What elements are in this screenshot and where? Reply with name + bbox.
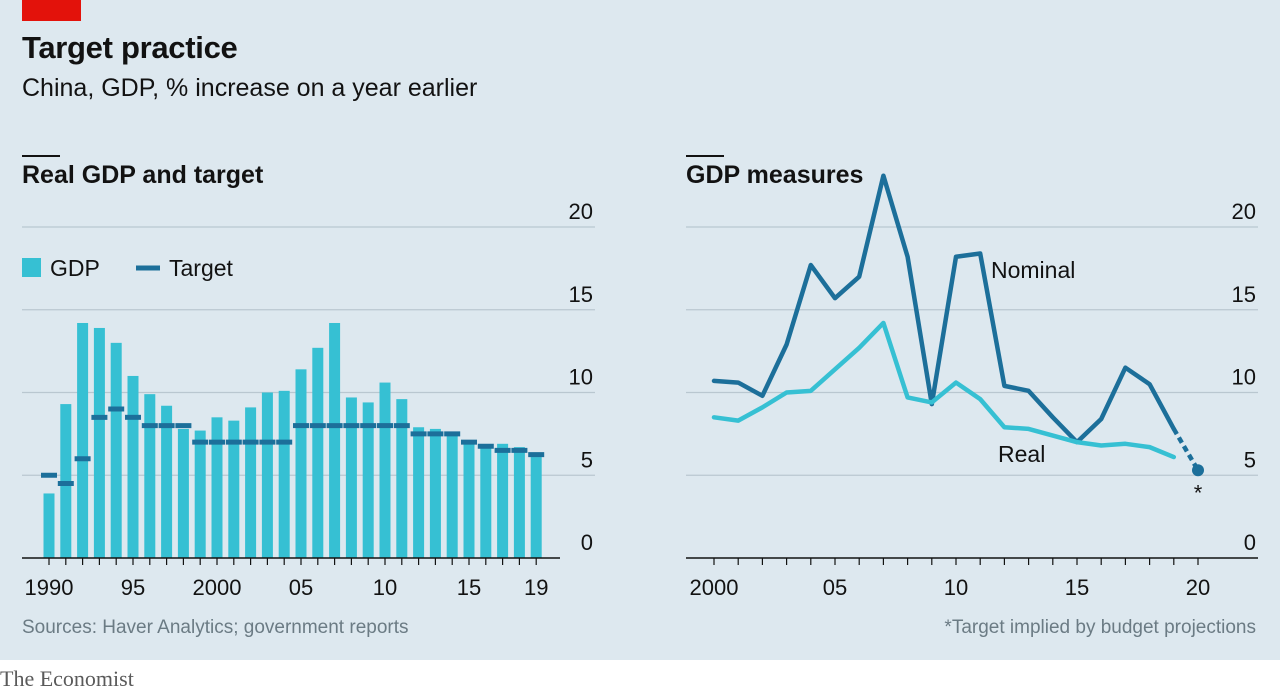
left-x-tick-label: 95 xyxy=(121,575,145,600)
left-x-tick-label: 19 xyxy=(524,575,548,600)
gdp-bar xyxy=(379,382,391,558)
sources-note: Sources: Haver Analytics; government rep… xyxy=(22,617,409,638)
left-y-tick-label: 10 xyxy=(569,365,593,390)
gdp-bar xyxy=(362,402,374,558)
left-panel-title: Real GDP and target xyxy=(22,161,264,189)
gdp-bar xyxy=(261,392,273,558)
chart-subtitle: China, GDP, % increase on a year earlier xyxy=(22,74,478,102)
right-y-tick-label: 20 xyxy=(1232,199,1256,224)
series-line-real xyxy=(711,320,1177,460)
projection-point xyxy=(1192,464,1204,477)
gdp-bar xyxy=(497,443,509,558)
series-line-nominal xyxy=(711,173,1177,445)
target-footnote: *Target implied by budget projections xyxy=(944,617,1256,638)
gdp-bar xyxy=(211,417,223,558)
gdp-bar xyxy=(110,342,122,558)
projection-line xyxy=(1171,427,1200,472)
right-x-tick-label: 20 xyxy=(1186,575,1210,600)
gdp-bar xyxy=(161,405,173,558)
chart-title: Target practice xyxy=(22,30,238,65)
right-x-tick-label: 05 xyxy=(823,575,847,600)
legend-gdp-label: GDP xyxy=(50,255,100,281)
left-x-tick-label: 05 xyxy=(289,575,313,600)
left-x-tick-label: 10 xyxy=(373,575,397,600)
gdp-bar xyxy=(463,442,475,558)
gdp-bar xyxy=(144,394,156,558)
projection-asterisk: * xyxy=(1194,480,1203,505)
right-y-tick-label: 0 xyxy=(1244,530,1256,555)
gdp-bar xyxy=(345,397,357,558)
series-label-nominal: Nominal xyxy=(991,257,1075,283)
gdp-bar xyxy=(295,369,307,558)
left-y-tick-label: 15 xyxy=(569,282,593,307)
left-y-tick-label: 20 xyxy=(569,199,593,224)
legend-gdp-swatch xyxy=(22,258,41,277)
brand-logo: The Economist xyxy=(0,666,134,691)
gdp-bar xyxy=(93,327,105,558)
right-x-tick-label: 10 xyxy=(944,575,968,600)
gdp-bar xyxy=(127,375,139,558)
gdp-bar xyxy=(429,428,441,558)
gdp-bar xyxy=(530,457,542,558)
left-x-tick-label: 15 xyxy=(457,575,481,600)
gdp-bar xyxy=(278,390,290,558)
left-panel-rule xyxy=(22,155,60,157)
left-y-tick-label: 5 xyxy=(581,447,593,472)
brand-red-bar xyxy=(22,0,81,21)
gdp-bar xyxy=(43,493,55,558)
right-y-tick-label: 10 xyxy=(1232,365,1256,390)
gdp-bar xyxy=(228,420,240,558)
right-x-tick-label: 15 xyxy=(1065,575,1089,600)
left-x-tick-label: 2000 xyxy=(193,575,242,600)
right-panel-rule xyxy=(686,155,724,157)
legend-target-label: Target xyxy=(169,255,234,281)
gdp-bar xyxy=(194,430,206,558)
gdp-bar xyxy=(77,322,89,558)
gdp-bar xyxy=(177,428,189,558)
gdp-bar xyxy=(245,407,257,558)
right-y-tick-label: 15 xyxy=(1232,282,1256,307)
gdp-bar xyxy=(413,427,425,558)
left-x-tick-label: 1990 xyxy=(25,575,74,600)
gdp-bar xyxy=(446,435,458,558)
chart-canvas: Target practice China, GDP, % increase o… xyxy=(0,0,1280,660)
right-panel-title: GDP measures xyxy=(686,161,864,189)
gdp-bar xyxy=(396,399,408,558)
series-label-real: Real xyxy=(998,441,1045,467)
gdp-bar xyxy=(480,445,492,558)
gdp-bar xyxy=(312,347,324,558)
right-x-tick-label: 2000 xyxy=(690,575,739,600)
gdp-bar xyxy=(513,447,525,558)
gdp-bar xyxy=(329,322,341,558)
left-y-tick-label: 0 xyxy=(581,530,593,555)
right-y-tick-label: 5 xyxy=(1244,447,1256,472)
